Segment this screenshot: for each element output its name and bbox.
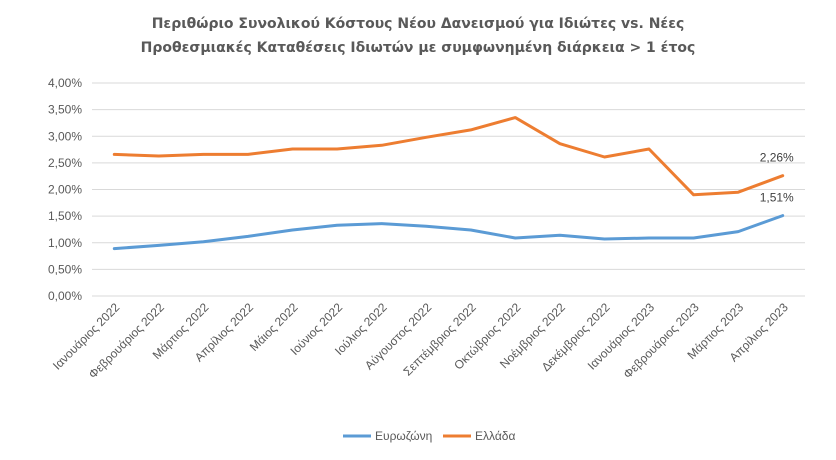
legend-label: Ευρωζώνη: [375, 429, 432, 443]
series-line-2: [112, 116, 785, 197]
legend-label: Ελλάδα: [475, 429, 515, 443]
y-tick-label: 3,50%: [48, 103, 82, 117]
y-tick-label: 1,50%: [48, 209, 82, 223]
chart-title-line1: Περιθώριο Συνολικού Κόστους Νέου Δανεισμ…: [151, 16, 685, 32]
y-tick-label: 3,00%: [48, 129, 82, 143]
y-tick-label: 0,50%: [48, 262, 82, 276]
y-tick-label: 2,00%: [48, 183, 82, 197]
series-line-1: [112, 214, 785, 251]
chart-title: Περιθώριο Συνολικού Κόστους Νέου Δανεισμ…: [0, 12, 836, 60]
x-tick-label: Φεβρουάριος 2023: [621, 300, 702, 381]
y-tick-label: 0,00%: [48, 289, 82, 303]
y-tick-label: 2,50%: [48, 156, 82, 170]
data-label: 1,51%: [760, 191, 794, 205]
y-tick-label: 4,00%: [48, 76, 82, 90]
data-label: 2,26%: [760, 151, 794, 165]
y-tick-label: 1,00%: [48, 236, 82, 250]
x-tick-label: Φεβρουάριος 2022: [86, 300, 167, 381]
chart-title-line2: Προθεσμιακές Καταθέσεις Ιδιωτών με συμφω…: [140, 40, 696, 56]
